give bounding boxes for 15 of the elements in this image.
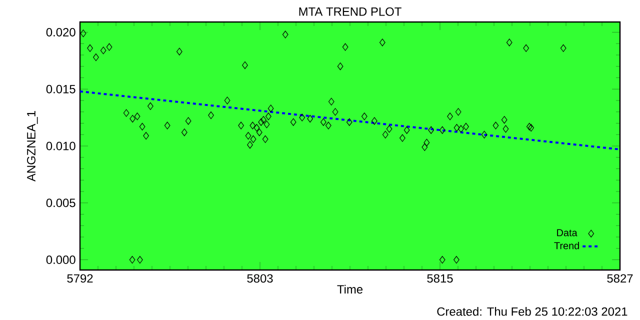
text: Created: Thu Feb 25 10:22:03 2021 [437,307,628,316]
y-tick-label: 0.005 [46,198,76,208]
x-axis-title: Time [337,284,363,294]
x-tick-label: 5815 [427,274,453,283]
y-tick-label: 0.020 [46,28,76,36]
legend-label: Trend [554,242,579,250]
y-tick-label: 0.015 [46,84,76,94]
y-tick-label: 0.000 [46,256,76,264]
chart-title: MTA TREND PLOT [299,7,402,16]
x-tick-label: 5803 [247,274,273,283]
y-axis-title: ANGZNEA_1 [27,111,38,182]
y-tick-label: 0.010 [46,142,76,150]
x-tick-label: 5792 [67,274,93,283]
x-tick-label: 5827 [607,274,633,283]
legend-label: Data [557,229,578,236]
